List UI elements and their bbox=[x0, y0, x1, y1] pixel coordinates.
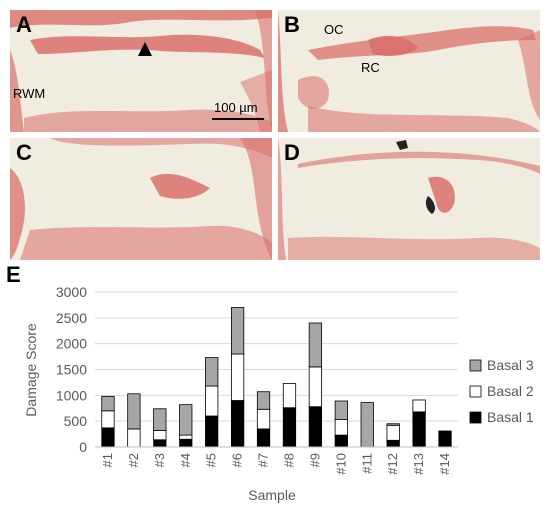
panel-a: A RWM 100 µm bbox=[10, 10, 272, 132]
panel-b: B OC RC bbox=[278, 10, 540, 132]
bar-segment-basal-3 bbox=[230, 307, 245, 355]
gridlines bbox=[95, 291, 458, 448]
x-tick-label: #5 bbox=[204, 453, 219, 467]
y-tick-label: 1500 bbox=[56, 362, 87, 378]
bar-segment-basal-2 bbox=[179, 434, 193, 440]
bar-segment-basal-2 bbox=[386, 424, 400, 441]
y-axis-title: Damage Score bbox=[23, 323, 39, 417]
y-tick-label: 2000 bbox=[56, 336, 87, 352]
x-tick-label: #11 bbox=[359, 453, 374, 474]
bar-segment-basal-2 bbox=[282, 383, 297, 409]
legend-swatch bbox=[469, 359, 482, 372]
bar-segment-basal-3 bbox=[101, 395, 115, 412]
x-tick-label: #12 bbox=[385, 453, 400, 475]
bar-segment-basal-1 bbox=[205, 415, 219, 448]
bar-segment-basal-2 bbox=[101, 410, 115, 429]
bar-segment-basal-1 bbox=[256, 428, 271, 448]
bar-segment-basal-3 bbox=[360, 402, 374, 448]
x-tick-label: #6 bbox=[230, 453, 245, 467]
panel-d-micrograph bbox=[278, 138, 540, 260]
y-tick-label: 3000 bbox=[56, 284, 87, 300]
oc-label: OC bbox=[324, 22, 344, 37]
bar-segment-basal-1 bbox=[282, 407, 297, 448]
rwm-label: RWM bbox=[13, 86, 46, 101]
bar-segment-basal-2 bbox=[127, 428, 141, 448]
x-tick-labels: #1 #2 #3 #4 #5 #6 #7 #8 #9 #10 #11 #12 #13 #14 bbox=[100, 453, 452, 475]
bar-segment-basal-3 bbox=[127, 393, 141, 430]
x-tick-label: #10 bbox=[333, 453, 348, 475]
scale-bar-label: 100 µm bbox=[214, 100, 258, 115]
bar-segment-basal-2 bbox=[308, 366, 323, 408]
bar-segment-basal-1 bbox=[308, 406, 323, 448]
bar-segment-basal-3 bbox=[256, 391, 271, 410]
bar-segment-basal-2 bbox=[153, 430, 167, 441]
bar-segment-basal-2 bbox=[230, 353, 245, 401]
bar-segment-basal-1 bbox=[153, 439, 167, 448]
y-tick-label: 500 bbox=[64, 413, 88, 429]
bar-segment-basal-3 bbox=[205, 357, 219, 387]
y-tick-label: 0 bbox=[79, 439, 87, 455]
x-tick-label: #2 bbox=[126, 453, 141, 467]
bar-segment-basal-2 bbox=[412, 399, 426, 413]
bar-segment-basal-2 bbox=[205, 385, 219, 417]
legend-label: Basal 1 bbox=[487, 409, 534, 425]
bar-segment-basal-1 bbox=[230, 400, 245, 448]
bar-segment-basal-1 bbox=[412, 411, 426, 448]
bar-segment-basal-3 bbox=[179, 404, 193, 436]
panel-e-letter: E bbox=[6, 262, 21, 287]
legend-label: Basal 2 bbox=[487, 383, 534, 399]
legend-swatch bbox=[469, 411, 482, 424]
x-tick-label: #3 bbox=[152, 453, 167, 467]
panel-c-micrograph bbox=[10, 138, 272, 260]
y-tick-label: 2500 bbox=[56, 310, 87, 326]
x-tick-label: #4 bbox=[178, 453, 193, 467]
x-tick-label: #14 bbox=[437, 453, 452, 475]
bar-segment-basal-3 bbox=[334, 400, 348, 421]
bar-segment-basal-2 bbox=[256, 408, 271, 430]
rc-label: RC bbox=[361, 60, 380, 75]
x-axis-title: Sample bbox=[248, 487, 296, 503]
x-tick-label: #8 bbox=[281, 453, 296, 467]
legend-swatch bbox=[469, 385, 482, 398]
bar-segment-basal-3 bbox=[153, 408, 167, 431]
legend: Basal 3 Basal 2 Basal 1 bbox=[469, 357, 534, 425]
panel-a-letter: A bbox=[16, 12, 32, 37]
scale-bar bbox=[212, 118, 264, 120]
panel-b-micrograph bbox=[278, 10, 540, 132]
y-tick-label: 1000 bbox=[56, 387, 87, 403]
bars bbox=[95, 307, 458, 448]
x-tick-label: #7 bbox=[256, 453, 271, 467]
panel-d: D bbox=[278, 138, 540, 260]
x-tick-label: #9 bbox=[307, 453, 322, 467]
y-tick-labels: 0 500 1000 1500 2000 2500 3000 bbox=[56, 284, 87, 455]
bar-segment-basal-1 bbox=[334, 434, 348, 448]
x-tick-label: #1 bbox=[100, 453, 115, 467]
bar-segment-basal-1 bbox=[101, 427, 115, 448]
bar-segment-basal-3 bbox=[386, 423, 400, 426]
panel-b-letter: B bbox=[284, 12, 300, 37]
bar-segment-basal-3 bbox=[308, 322, 323, 368]
bar-segment-basal-1 bbox=[179, 438, 193, 448]
panel-d-letter: D bbox=[284, 140, 300, 165]
panel-c: C bbox=[10, 138, 272, 260]
bar-segment-basal-1 bbox=[386, 439, 400, 448]
legend-label: Basal 3 bbox=[487, 357, 534, 373]
bar-segment-basal-1 bbox=[438, 430, 452, 448]
x-tick-label: #13 bbox=[411, 453, 426, 475]
bar-segment-basal-2 bbox=[334, 419, 348, 436]
panel-c-letter: C bbox=[16, 140, 32, 165]
